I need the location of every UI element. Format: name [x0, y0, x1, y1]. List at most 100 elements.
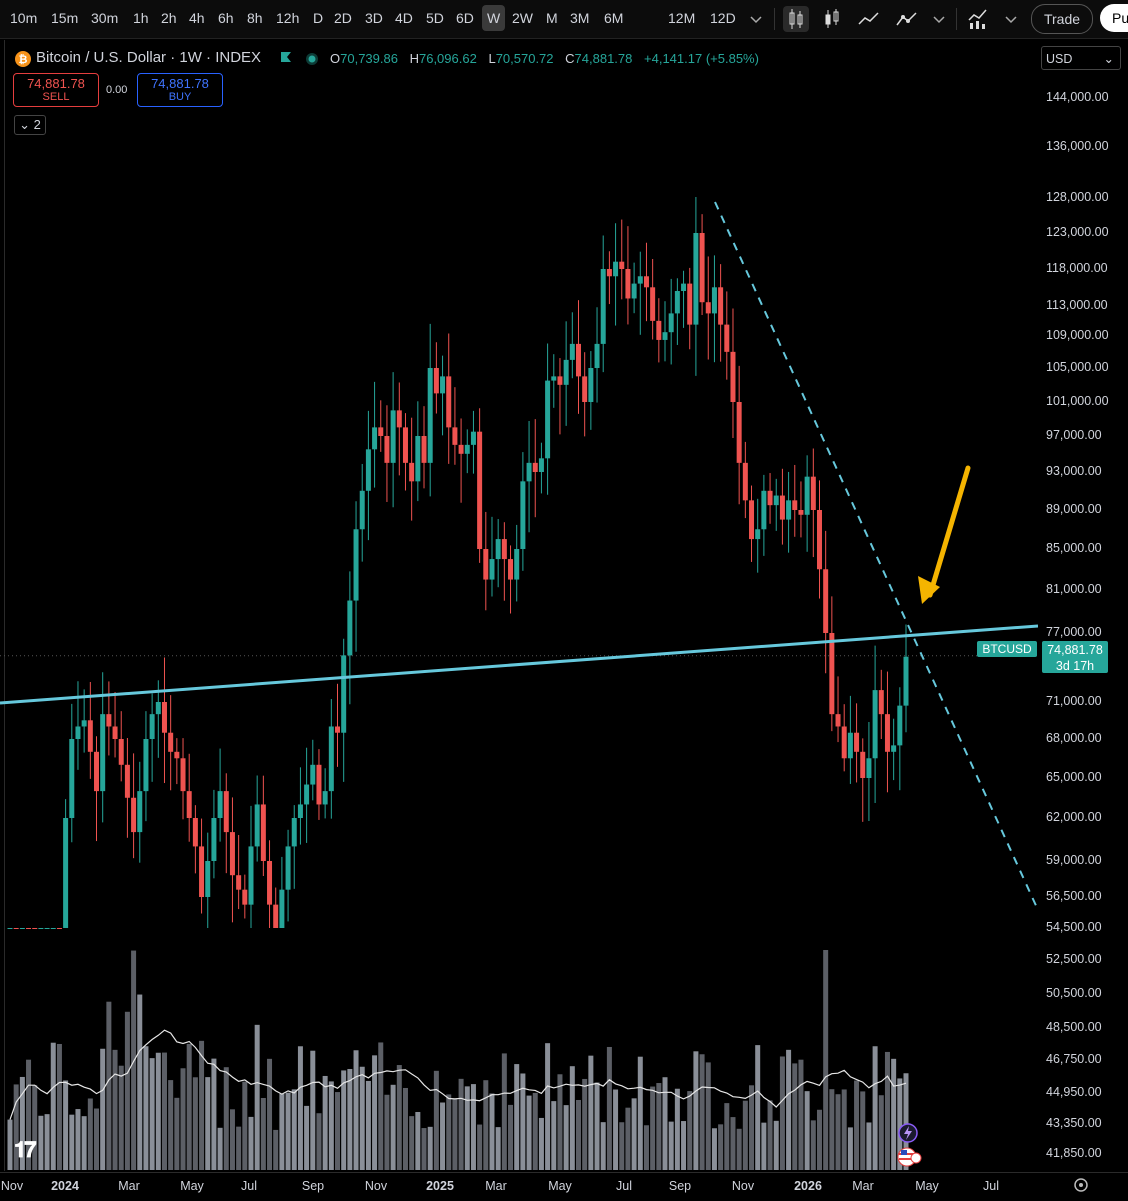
timeframe-1h[interactable]: 1h	[133, 10, 149, 26]
timeframe-6m[interactable]: 6M	[604, 10, 624, 26]
volume-bar	[365, 1080, 371, 1170]
timeframe-3m[interactable]: 3M	[570, 10, 590, 26]
timeframe-4h[interactable]: 4h	[189, 10, 205, 26]
time-axis-label: Jul	[983, 1179, 999, 1193]
us-flag-icon[interactable]	[896, 1146, 922, 1168]
volume-bar	[786, 1049, 792, 1170]
candle-body	[137, 791, 143, 833]
timeframe-12m[interactable]: 12M	[668, 10, 696, 26]
candle-body	[409, 462, 415, 482]
timeframe-8h[interactable]: 8h	[247, 10, 263, 26]
volume-bar	[161, 1052, 167, 1170]
timeframe-12h[interactable]: 12h	[276, 10, 300, 26]
volume-bar	[668, 1121, 674, 1170]
indicators-icon[interactable]	[966, 6, 992, 32]
candle-body	[613, 261, 619, 277]
volume-bar	[718, 1124, 724, 1170]
volume-bar	[242, 1081, 248, 1170]
publish-button[interactable]: Pu	[1100, 4, 1128, 32]
chevron-down-icon[interactable]	[998, 6, 1024, 32]
symbol-title[interactable]: Bitcoin / U.S. Dollar · 1W · INDEX	[36, 49, 262, 66]
timeframe-m[interactable]: M	[546, 10, 558, 26]
gear-icon[interactable]	[1072, 1176, 1090, 1194]
candle-body	[600, 269, 606, 344]
timeframe-6d[interactable]: 6D	[456, 10, 474, 26]
flag-icon[interactable]	[279, 50, 293, 66]
candle-body	[526, 462, 532, 482]
timeframe-w[interactable]: W	[482, 5, 506, 31]
timeframe-5d[interactable]: 5D	[426, 10, 444, 26]
volume-bar	[847, 1127, 853, 1170]
candle-body	[767, 490, 773, 506]
volume-bar	[588, 1055, 594, 1170]
volume-bar	[582, 1078, 588, 1170]
volume-bar	[328, 1081, 334, 1170]
volume-bar	[823, 950, 829, 1170]
candle-body	[656, 320, 662, 340]
timeframe-3d[interactable]: 3D	[365, 10, 383, 26]
volume-bar	[792, 1063, 798, 1170]
candle-body	[75, 726, 81, 739]
timeframe-d[interactable]: D	[313, 10, 324, 26]
timeframe-2h[interactable]: 2h	[161, 10, 177, 26]
price-chart[interactable]	[0, 40, 1038, 1171]
candle-body	[699, 233, 705, 303]
timeframe-10m[interactable]: 10m	[10, 10, 38, 26]
volume-bar	[279, 1093, 285, 1170]
currency-select[interactable]: USD ⌄	[1041, 46, 1121, 70]
chevron-down-icon[interactable]	[743, 6, 769, 32]
volume-bar	[897, 1078, 903, 1170]
candle-body	[594, 343, 600, 368]
candle-body	[335, 726, 341, 733]
lightning-icon[interactable]	[897, 1122, 919, 1144]
currency-label: USD	[1046, 52, 1073, 66]
candle-body	[538, 458, 544, 472]
hollow-candles-icon[interactable]	[819, 6, 845, 32]
timeframe-6h[interactable]: 6h	[218, 10, 234, 26]
svg-text:₿: ₿	[19, 54, 28, 66]
candle-body	[736, 402, 742, 463]
timeframe-2w[interactable]: 2W	[512, 10, 533, 26]
volume-bar	[860, 1091, 866, 1170]
line-markers-icon[interactable]	[894, 6, 920, 32]
volume-bar	[755, 1045, 761, 1170]
indicators-toggle[interactable]: ⌄ 2	[14, 115, 46, 135]
chevron-down-icon[interactable]	[926, 6, 952, 32]
volume-bar	[816, 1109, 822, 1170]
timeframe-30m[interactable]: 30m	[91, 10, 119, 26]
candle-body	[229, 832, 235, 876]
volume-bar	[520, 1073, 526, 1170]
trade-button[interactable]: Trade	[1031, 4, 1093, 34]
volume-bar	[118, 1065, 124, 1170]
price-axis-label: 101,000.00	[1046, 394, 1109, 408]
candle-body	[353, 529, 359, 601]
candle-body	[217, 791, 223, 818]
toolbar-separator	[956, 8, 957, 30]
line-chart-icon[interactable]	[856, 6, 882, 32]
price-axis[interactable]: 144,000.00 136,000.00 128,000.00 123,000.00…	[1038, 40, 1128, 1171]
volume-bar	[452, 1099, 458, 1170]
high-value: 76,096.62	[418, 51, 477, 66]
candle-body	[810, 476, 816, 510]
volume-bar	[656, 1083, 662, 1170]
timeframe-4d[interactable]: 4D	[395, 10, 413, 26]
time-axis-label: Sep	[668, 1179, 692, 1193]
candles-icon[interactable]	[783, 6, 809, 32]
timeframe-15m[interactable]: 15m	[51, 10, 79, 26]
volume-bar	[619, 1122, 625, 1170]
timeframe-2d[interactable]: 2D	[334, 10, 352, 26]
volume-bar	[835, 1094, 841, 1170]
sell-button[interactable]: 74,881.78 SELL	[13, 73, 99, 107]
volume-bar	[637, 1056, 643, 1170]
buy-button[interactable]: 74,881.78 BUY	[137, 73, 223, 107]
buy-price: 74,881.78	[151, 76, 209, 91]
candle-body	[56, 928, 62, 929]
time-axis[interactable]: Nov 2024 Mar May Jul Sep Nov 2025 Mar May Jul Sep No…	[0, 1172, 1128, 1201]
volume-bar	[254, 1024, 260, 1170]
timeframe-12d[interactable]: 12D	[710, 10, 736, 26]
price-axis-label: 44,950.00	[1046, 1085, 1102, 1099]
volume-bar	[903, 1073, 909, 1170]
candle-body	[458, 444, 464, 454]
volume-bar	[650, 1086, 656, 1170]
volume-bar	[75, 1109, 81, 1170]
